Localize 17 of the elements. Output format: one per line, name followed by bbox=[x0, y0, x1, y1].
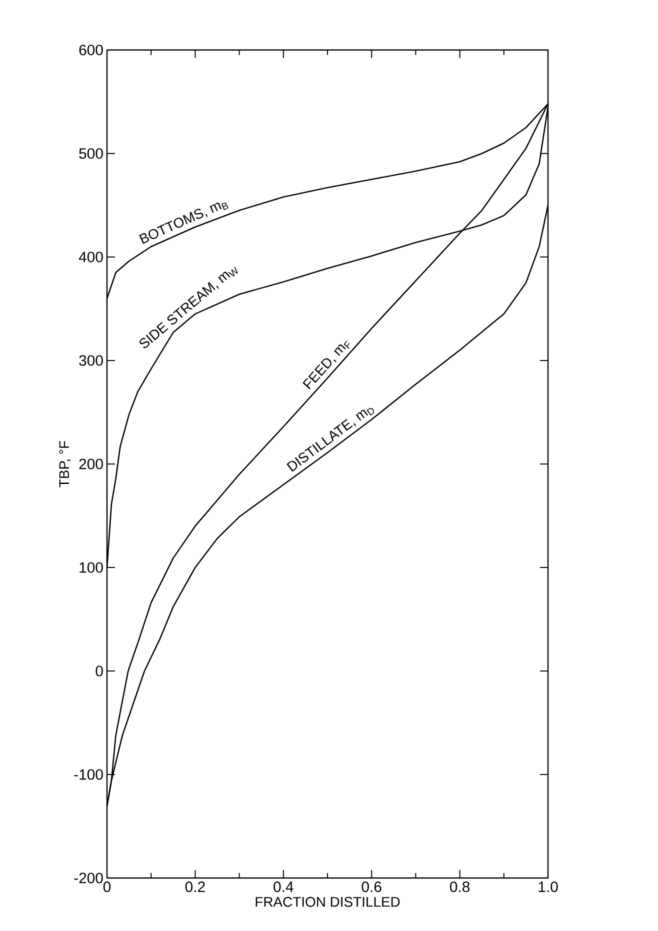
y-tick-label: 300 bbox=[79, 355, 103, 366]
y-tick-label: 600 bbox=[79, 44, 103, 56]
y-tick-label: -200 bbox=[74, 872, 103, 884]
y-tick-label: 200 bbox=[79, 458, 103, 470]
y-tick-label: 100 bbox=[80, 562, 103, 573]
y-tick-label: -100 bbox=[74, 769, 103, 780]
x-tick-label: 0.8 bbox=[450, 882, 470, 892]
x-axis-title: FRACTION DISTILLED bbox=[256, 896, 400, 907]
x-tick-label: 0.4 bbox=[274, 882, 294, 892]
x-tick-label: 1.0 bbox=[538, 882, 558, 892]
y-axis-title: TBP, °F bbox=[59, 440, 71, 488]
y-tick-label: 400 bbox=[78, 252, 103, 262]
x-tick-label: 0.2 bbox=[185, 882, 205, 892]
x-tick-label: 0.6 bbox=[362, 882, 382, 892]
x-tick-label: 0 bbox=[103, 882, 111, 892]
y-tick-label: 0 bbox=[96, 666, 103, 676]
y-tick-label: 500 bbox=[79, 148, 103, 159]
